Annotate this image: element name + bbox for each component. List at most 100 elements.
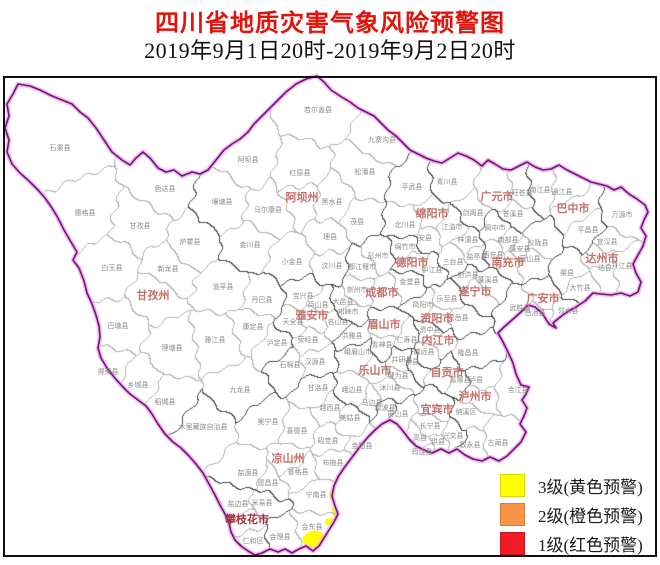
county-label: 泸定县 [267, 338, 288, 347]
county-label: 长宁县 [420, 421, 441, 430]
prefecture-label: 内江市 [422, 333, 455, 347]
county-label: 德格县 [75, 208, 96, 217]
county-label: 大竹县 [570, 283, 591, 292]
county-label: 名山县 [328, 317, 349, 326]
county-label: 犍为县 [388, 371, 409, 380]
county-label: 威远县 [414, 347, 435, 356]
prefecture-label: 泸州市 [459, 389, 492, 403]
county-label: 洪雅县 [342, 331, 363, 340]
prefecture-label: 宜宾市 [421, 402, 454, 416]
county-label: 松潘县 [355, 167, 376, 176]
prefecture-label: 巴中市 [557, 201, 590, 215]
county-label: 会理县 [270, 532, 291, 541]
county-label: 阿坝县 [238, 155, 259, 164]
county-label: 得荣县 [98, 367, 119, 376]
county-label: 泸县 [469, 375, 483, 384]
county-label: 甘孜县 [130, 221, 151, 230]
county-label: 西充县 [483, 250, 504, 259]
county-label: 石渠县 [50, 143, 71, 152]
county-label: 苍溪县 [503, 209, 524, 218]
county-label: 仪陇县 [528, 238, 549, 247]
county-label: 会东县 [302, 522, 323, 531]
county-label: 汶川县 [322, 261, 343, 270]
prefecture-label: 成都市 [366, 285, 399, 299]
county-label: 巴塘县 [108, 321, 129, 330]
legend-row-level2: 2级(橙色预警) [500, 502, 643, 527]
county-label: 宣汉县 [597, 237, 618, 246]
county-label: 宁南县 [306, 490, 327, 499]
county-label: 合江县 [508, 385, 529, 394]
county-label: 金堂县 [400, 277, 421, 286]
county-label: 都江堰市 [348, 262, 376, 271]
county-label: 中江县 [422, 265, 443, 274]
county-label: 三台县 [443, 257, 464, 266]
county-label: 盐源县 [238, 468, 259, 477]
county-label: 金川县 [240, 240, 261, 249]
county-label: 彭州市 [368, 251, 389, 260]
county-label: 屏山县 [388, 409, 409, 418]
county-label: 峨眉山市 [344, 347, 372, 356]
prefecture-label: 广元市 [481, 189, 514, 203]
prefecture-label: 自贡市 [431, 365, 464, 379]
county-label: 喜德县 [287, 426, 308, 435]
county-label: 天全县 [283, 317, 304, 326]
county-label: 石棉县 [280, 360, 301, 369]
county-label: 峨边县 [342, 385, 363, 394]
prefecture-label: 雅安市 [296, 308, 329, 322]
county-label: 简阳市 [413, 300, 434, 309]
county-label: 崇州市 [347, 285, 368, 294]
legend-label-level2: 2级(橙色预警) [538, 507, 643, 526]
county-label: 甘洛县 [308, 383, 329, 392]
county-label: 阆中市 [485, 223, 506, 232]
prefecture-label: 达州市 [586, 251, 619, 265]
county-label: 兴文县 [443, 431, 464, 440]
county-label: 昭觉县 [318, 436, 339, 445]
county-label: 茂县 [350, 217, 364, 226]
prefecture-label: 资阳市 [421, 311, 454, 325]
county-label: 越西县 [320, 403, 341, 412]
prefecture-label: 南充市 [492, 255, 525, 269]
county-label: 大邑县 [333, 297, 354, 306]
prefecture-label: 广安市 [527, 291, 560, 305]
county-label: 盐亭县 [467, 252, 488, 261]
county-label: 雅江县 [205, 335, 226, 344]
county-label: 道孚县 [213, 282, 234, 291]
county-label: 乐至县 [437, 294, 458, 303]
prefecture-label: 攀枝花市 [224, 512, 269, 526]
county-label: 德昌县 [258, 478, 279, 487]
county-label: 安岳县 [448, 313, 469, 322]
county-label: 美姑县 [340, 413, 361, 422]
county-label: 资中县 [420, 325, 441, 334]
legend-label-level3: 3级(黄色预警) [538, 478, 643, 497]
county-label: 金阳县 [352, 441, 373, 450]
county-label: 蓬溪县 [478, 275, 499, 284]
county-label: 武胜县 [510, 303, 531, 312]
legend-row-level1: 1级(红色预警) [500, 531, 643, 556]
county-label: 仁寿县 [397, 335, 418, 344]
legend: 3级(黄色预警) 2级(橙色预警) 1级(红色预警) [500, 473, 643, 560]
county-label: 珙县 [431, 437, 445, 446]
county-label: 九寨沟县 [368, 135, 396, 144]
county-label: 古蔺县 [488, 438, 509, 447]
county-label: 壤塘县 [212, 197, 233, 206]
county-label: 米易县 [252, 498, 273, 507]
county-label: 汉源县 [305, 357, 326, 366]
county-label: 筠连县 [412, 447, 433, 456]
legend-label-level1: 1级(红色预警) [538, 536, 643, 555]
county-label: 沐川县 [380, 383, 401, 392]
county-label: 理塘县 [162, 343, 183, 352]
county-label: 富顺县 [450, 375, 471, 384]
county-label: 康定县 [243, 322, 264, 331]
county-label: 高县 [413, 433, 427, 442]
county-label: 蓬安县 [510, 244, 531, 253]
county-label: 荥经县 [298, 335, 319, 344]
county-label: 南部县 [498, 235, 519, 244]
county-label: 青神县 [372, 340, 393, 349]
legend-swatch-yellow [500, 474, 525, 497]
county-label: 隆昌县 [458, 348, 479, 357]
map-frame [3, 76, 657, 557]
prefecture-label: 绵阳市 [416, 206, 449, 220]
county-label: 剑阁县 [463, 208, 484, 217]
county-label: 丹巴县 [252, 296, 273, 304]
